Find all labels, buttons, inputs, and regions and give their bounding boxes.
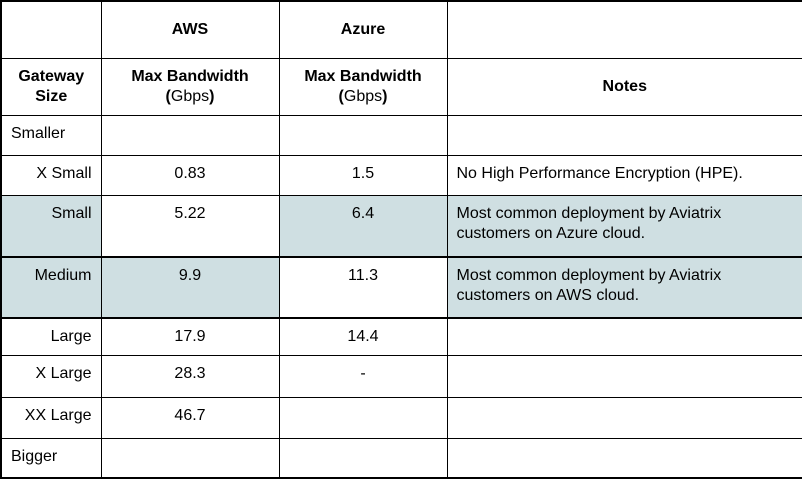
header-blank-cell — [0, 0, 102, 59]
cell-size: Smaller — [0, 114, 102, 156]
cell-azure-bandwidth — [278, 438, 448, 478]
header-azure: Azure — [278, 0, 448, 59]
header-notes: Notes — [446, 57, 802, 116]
cell-aws-bandwidth: 17.9 — [100, 317, 280, 356]
table-row-x-small: X Small 0.83 1.5 No High Performance Enc… — [0, 154, 802, 196]
table-row-smaller: Smaller — [0, 114, 802, 156]
header-blank-cell-2 — [446, 0, 802, 59]
cell-note — [446, 355, 802, 398]
table-row-medium: Medium 9.9 11.3 Most common deployment b… — [0, 256, 802, 319]
max-bandwidth-label: Max Bandwidth — [131, 67, 249, 85]
cell-note — [446, 397, 802, 439]
gbps-unit-label: (Gbps) — [338, 87, 388, 105]
table-row-bigger: Bigger — [0, 438, 802, 478]
cell-size: X Small — [0, 154, 102, 196]
cell-note — [446, 114, 802, 156]
cell-aws-bandwidth — [100, 114, 280, 156]
cell-azure-bandwidth: 6.4 — [278, 194, 448, 258]
cell-size: X Large — [0, 355, 102, 398]
cell-note: No High Performance Encryption (HPE). — [446, 154, 802, 196]
cell-aws-bandwidth: 0.83 — [100, 154, 280, 196]
header-row-columns: Gateway Size Max Bandwidth (Gbps) Max Ba… — [0, 57, 802, 116]
cell-aws-bandwidth — [100, 438, 280, 478]
header-aws: AWS — [100, 0, 280, 59]
header-azure-max-bandwidth: Max Bandwidth (Gbps) — [278, 57, 448, 116]
gbps-unit-label: (Gbps) — [165, 87, 215, 105]
cell-azure-bandwidth: 1.5 — [278, 154, 448, 196]
cell-azure-bandwidth: - — [278, 355, 448, 398]
cell-size: Large — [0, 317, 102, 356]
cell-note — [446, 438, 802, 478]
cell-azure-bandwidth: 11.3 — [278, 256, 448, 319]
table-row-small: Small 5.22 6.4 Most common deployment by… — [0, 194, 802, 258]
cell-size: Bigger — [0, 438, 102, 478]
cell-azure-bandwidth — [278, 114, 448, 156]
cell-size: Medium — [0, 256, 102, 319]
cell-size: XX Large — [0, 397, 102, 439]
cell-azure-bandwidth: 14.4 — [278, 317, 448, 356]
header-aws-max-bandwidth: Max Bandwidth (Gbps) — [100, 57, 280, 116]
cell-aws-bandwidth: 9.9 — [100, 256, 280, 319]
cell-aws-bandwidth: 46.7 — [100, 397, 280, 439]
table-row-xx-large: XX Large 46.7 — [0, 397, 802, 439]
cell-note — [446, 317, 802, 356]
cell-note: Most common deployment by Aviatrix custo… — [446, 194, 802, 258]
table-row-large: Large 17.9 14.4 — [0, 317, 802, 356]
cell-note: Most common deployment by Aviatrix custo… — [446, 256, 802, 319]
cell-aws-bandwidth: 28.3 — [100, 355, 280, 398]
table-row-x-large: X Large 28.3 - — [0, 355, 802, 398]
header-row-providers: AWS Azure — [0, 0, 802, 59]
cell-aws-bandwidth: 5.22 — [100, 194, 280, 258]
max-bandwidth-label: Max Bandwidth — [304, 67, 422, 85]
cell-azure-bandwidth — [278, 397, 448, 439]
cell-size: Small — [0, 194, 102, 258]
header-gateway-size: Gateway Size — [0, 57, 102, 116]
